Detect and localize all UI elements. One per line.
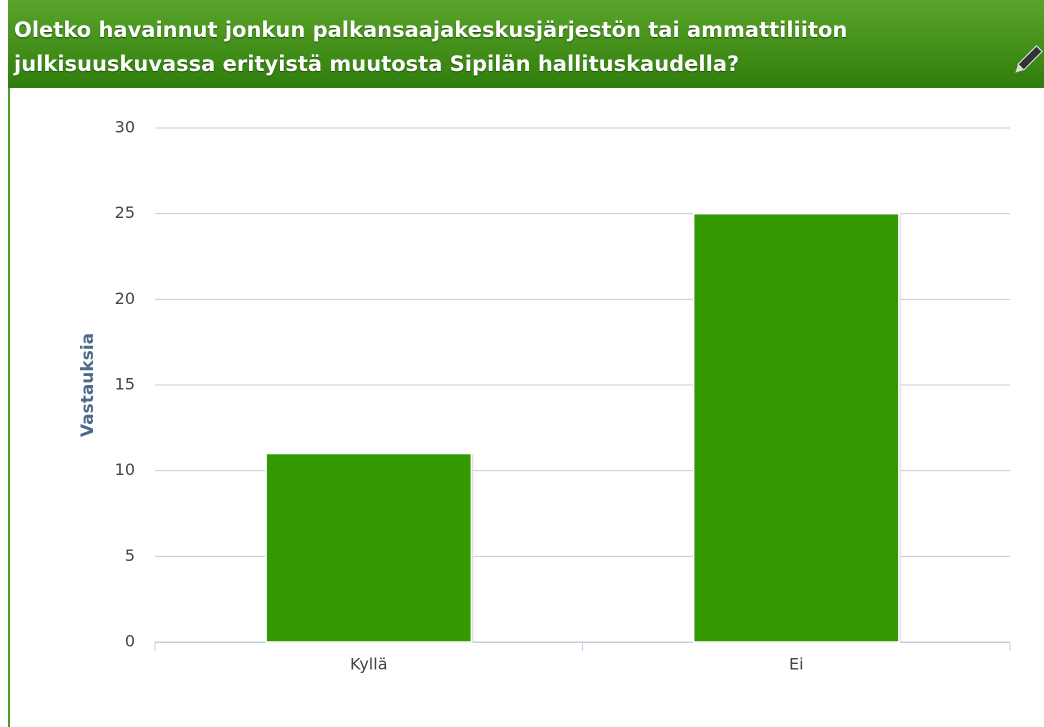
widget-body	[8, 88, 1044, 727]
y-tick-label: 30	[115, 118, 135, 137]
y-tick-label: 20	[115, 289, 135, 308]
y-axis-title: Vastauksia	[78, 333, 98, 437]
chart-title: julkisuuskuvassa erityistä muutosta Sipi…	[14, 52, 740, 76]
bar	[265, 452, 473, 643]
y-tick-label: 5	[125, 546, 135, 565]
widget-header: Oletko havainnut jonkun palkansaajakesku…	[8, 0, 1044, 88]
x-tick-label: Kyllä	[350, 655, 388, 674]
chart-title: Oletko havainnut jonkun palkansaajakesku…	[14, 18, 848, 42]
edit-icon-layer	[1015, 45, 1043, 73]
y-tick-label: 25	[115, 203, 135, 222]
y-tick-label: 10	[115, 460, 135, 479]
bar	[692, 212, 900, 643]
y-tick-label: 15	[115, 375, 135, 394]
y-tick-label: 0	[125, 632, 135, 651]
x-tick-label: Ei	[789, 655, 804, 674]
